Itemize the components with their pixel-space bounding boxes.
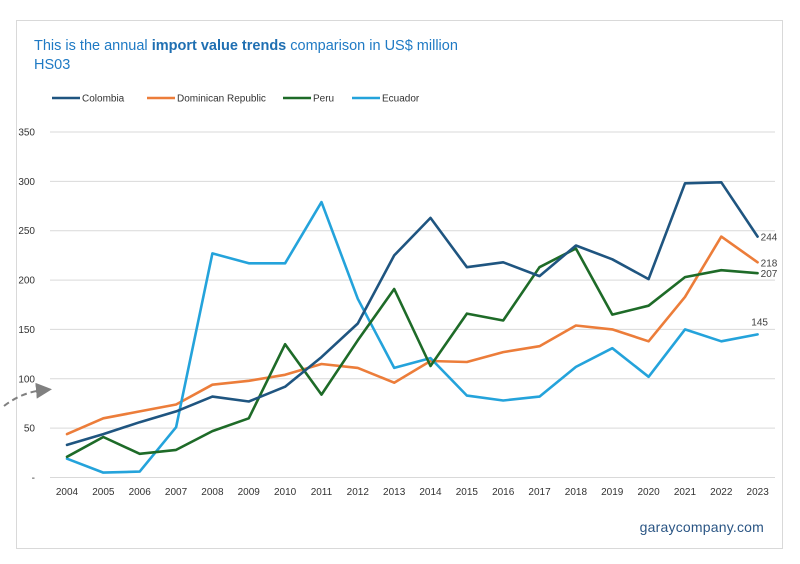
chart-title: This is the annual import value trends c… xyxy=(34,37,458,75)
x-tick-label: 2023 xyxy=(747,487,770,498)
x-tick-label: 2019 xyxy=(601,487,624,498)
y-tick-label: - xyxy=(32,473,35,484)
x-tick-label: 2011 xyxy=(311,487,333,498)
brand-watermark: garaycompany.com xyxy=(639,519,764,535)
legend-label: Colombia xyxy=(82,94,125,105)
x-tick-label: 2020 xyxy=(637,487,660,498)
x-axis-ticks: 2004 2005 2006 2007 2008 2009 2010 2011 2012 2013… xyxy=(56,487,769,498)
x-tick-label: 2014 xyxy=(419,487,442,498)
title-prefix: This is the annual xyxy=(34,38,152,54)
x-tick-label: 2006 xyxy=(129,487,152,498)
y-tick-label: 150 xyxy=(18,325,35,336)
decorative-arrow-icon xyxy=(3,382,52,407)
y-tick-label: 350 xyxy=(18,128,35,139)
gridlines xyxy=(50,131,775,478)
x-tick-label: 2017 xyxy=(528,487,551,498)
x-tick-label: 2013 xyxy=(383,487,406,498)
title-suffix: comparison in US$ million xyxy=(286,38,458,54)
end-label: 145 xyxy=(751,317,768,328)
chart-card xyxy=(16,20,783,549)
x-tick-label: 2021 xyxy=(674,487,697,498)
end-label: 244 xyxy=(761,233,778,244)
x-tick-label: 2007 xyxy=(165,487,188,498)
y-tick-label: 200 xyxy=(18,276,35,287)
x-tick-label: 2022 xyxy=(710,487,733,498)
series-line-colombia xyxy=(65,181,759,447)
x-tick-label: 2004 xyxy=(56,487,79,498)
y-tick-label: 50 xyxy=(24,424,36,435)
x-tick-label: 2015 xyxy=(456,487,479,498)
x-tick-label: 2009 xyxy=(238,487,261,498)
legend-label: Dominican Republic xyxy=(177,94,266,105)
x-tick-label: 2016 xyxy=(492,487,515,498)
x-tick-label: 2010 xyxy=(274,487,297,498)
y-tick-label: 100 xyxy=(18,374,35,385)
title-emphasis: import value trends xyxy=(151,38,287,54)
series-line-peru xyxy=(65,247,759,459)
series-line-ecuador xyxy=(65,200,759,474)
x-tick-label: 2018 xyxy=(565,487,588,498)
x-tick-label: 2005 xyxy=(92,487,115,498)
end-label: 207 xyxy=(761,269,778,280)
x-tick-label: 2008 xyxy=(201,487,224,498)
legend-label: Ecuador xyxy=(382,94,420,105)
title-line2: HS03 xyxy=(34,57,71,73)
legend: Colombia Dominican Republic Peru Ecuador xyxy=(52,94,420,105)
legend-label: Peru xyxy=(313,94,334,105)
x-tick-label: 2012 xyxy=(347,487,370,498)
end-label: 218 xyxy=(761,258,778,269)
y-tick-label: 250 xyxy=(18,226,35,237)
series-lines xyxy=(65,181,759,474)
y-axis-ticks: - 50 100 150 200 250 300 350 xyxy=(18,128,35,485)
y-tick-label: 300 xyxy=(18,177,35,188)
